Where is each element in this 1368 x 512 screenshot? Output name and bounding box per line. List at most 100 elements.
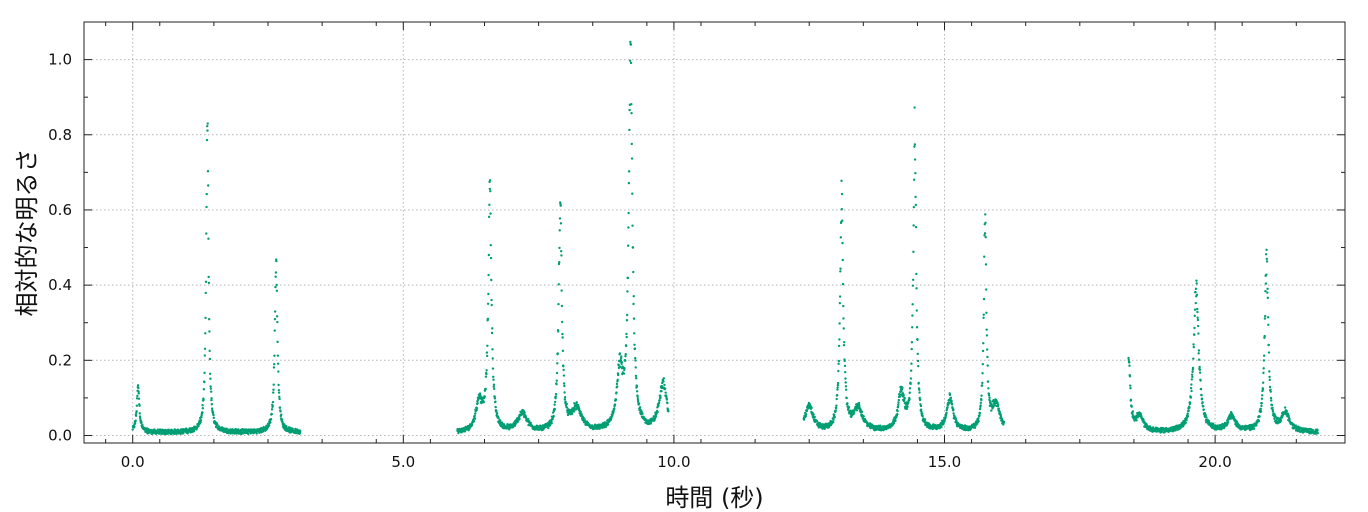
x-tick-label: 5.0: [391, 453, 415, 471]
data-point: [892, 422, 896, 425]
data-point: [1266, 316, 1270, 319]
x-tick-label: 20.0: [1198, 453, 1231, 471]
data-point: [1191, 375, 1194, 379]
data-point: [622, 372, 626, 375]
data-point: [900, 393, 903, 396]
data-point: [1259, 410, 1263, 413]
data-point: [635, 385, 639, 388]
data-point: [838, 322, 841, 325]
data-point: [1259, 407, 1262, 410]
data-point: [916, 338, 919, 341]
data-point: [1226, 421, 1230, 424]
data-point: [1266, 287, 1269, 291]
data-point: [204, 316, 207, 320]
data-point: [978, 414, 981, 418]
data-point: [1316, 432, 1319, 435]
data-point: [1129, 384, 1132, 387]
data-point: [490, 298, 493, 302]
data-point: [210, 397, 213, 400]
data-point: [840, 179, 843, 182]
data-point: [579, 410, 582, 413]
data-point: [276, 340, 279, 344]
data-point: [914, 171, 917, 175]
data-point: [573, 402, 576, 405]
data-point: [625, 313, 629, 317]
data-point: [208, 330, 211, 333]
data-point: [578, 407, 581, 410]
data-point: [923, 420, 927, 423]
data-point: [843, 359, 846, 363]
data-point: [1135, 419, 1138, 422]
data-point: [853, 411, 856, 414]
data-point: [1198, 371, 1202, 374]
data-point: [948, 393, 952, 397]
data-point: [203, 354, 206, 357]
data-point: [982, 297, 986, 301]
data-point: [1270, 399, 1273, 402]
data-point: [844, 381, 847, 384]
data-point: [272, 391, 275, 394]
data-point: [570, 412, 574, 415]
data-point: [487, 253, 491, 257]
data-point: [1268, 370, 1271, 373]
data-point: [1312, 429, 1315, 432]
data-point: [628, 108, 631, 112]
data-point: [940, 425, 943, 429]
data-point: [208, 349, 211, 353]
data-point: [985, 311, 988, 315]
data-point: [1262, 354, 1266, 357]
data-point: [484, 387, 487, 391]
data-point: [271, 404, 274, 408]
data-point: [1190, 378, 1194, 381]
data-point: [624, 359, 627, 362]
data-point: [273, 354, 276, 357]
data-point: [858, 404, 861, 407]
data-point: [205, 205, 208, 209]
data-point: [206, 129, 209, 132]
data-point: [212, 413, 215, 417]
data-point: [139, 417, 142, 420]
data-point: [662, 377, 666, 380]
data-point: [999, 415, 1003, 418]
data-point: [497, 416, 500, 420]
data-point: [206, 122, 209, 125]
data-point: [839, 267, 842, 270]
data-point: [625, 335, 628, 339]
data-point: [894, 419, 897, 423]
data-point: [1260, 402, 1263, 405]
data-point: [638, 406, 642, 409]
data-point: [634, 359, 637, 362]
data-point: [910, 341, 914, 344]
data-point: [912, 224, 915, 227]
data-point: [1267, 343, 1271, 347]
data-point: [985, 288, 988, 291]
data-point: [909, 377, 913, 380]
data-point: [203, 371, 206, 375]
data-point: [903, 397, 906, 400]
data-point: [666, 401, 669, 405]
data-point: [492, 383, 496, 386]
data-point: [201, 411, 204, 414]
data-point: [1195, 279, 1198, 282]
data-point: [562, 374, 566, 377]
data-point: [896, 412, 899, 416]
data-point: [499, 419, 502, 422]
plot-frame: [83, 21, 1346, 444]
data-point: [616, 378, 619, 382]
data-point: [634, 377, 638, 380]
data-point: [274, 275, 277, 278]
data-point: [138, 412, 141, 415]
data-point: [980, 398, 983, 402]
data-point: [237, 428, 240, 431]
data-point: [495, 409, 498, 413]
data-point: [896, 405, 900, 408]
data-point: [999, 413, 1003, 417]
data-point: [211, 411, 215, 414]
data-point: [133, 422, 137, 425]
data-point: [911, 314, 914, 317]
data-point: [269, 417, 273, 421]
data-point: [1265, 257, 1269, 261]
data-point: [906, 405, 909, 409]
data-point: [623, 367, 626, 370]
data-point: [486, 302, 490, 305]
